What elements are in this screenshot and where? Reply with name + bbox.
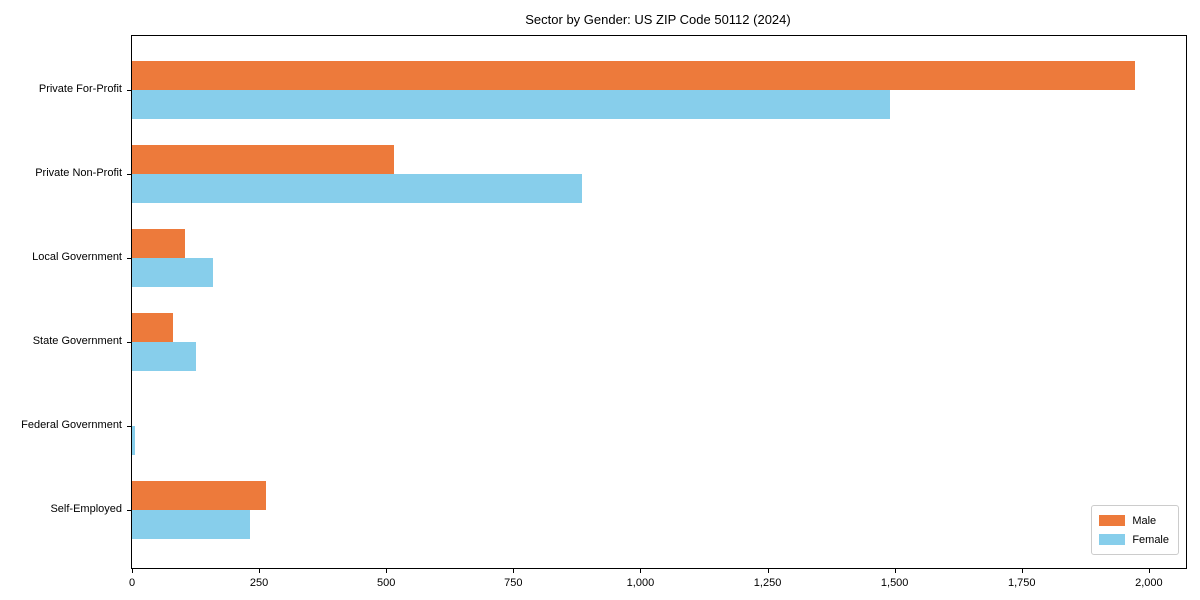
plot-area: Private For-Profit Private Non-Profit Loca… [21, 35, 1187, 589]
y-tick-label-private-non-profit: Private Non-Profit [35, 167, 122, 179]
bar-female-private-for-profit [132, 90, 890, 119]
bar-male-self-employed [132, 481, 267, 510]
legend-label-female: Female [1132, 533, 1169, 546]
x-tick-label-750: 750 [504, 577, 523, 589]
legend: Male Female [1091, 505, 1179, 555]
x-tick-label-2000: 2,000 [1135, 577, 1163, 589]
x-tick-mark [1148, 569, 1150, 573]
y-tick-mark [127, 90, 131, 91]
y-tick-mark [127, 342, 131, 343]
bar-male-state-government [132, 313, 173, 342]
bar-male-private-non-profit [132, 145, 394, 174]
legend-swatch-female [1099, 534, 1126, 545]
bar-female-self-employed [132, 510, 250, 539]
bar-female-federal-government [132, 426, 136, 455]
x-tick-label-0: 0 [128, 577, 136, 589]
y-tick-label-self-employed: Self-Employed [50, 503, 122, 515]
x-tick-mark [513, 569, 515, 573]
y-tick-mark [127, 174, 131, 175]
legend-entry-male: Male [1099, 511, 1169, 530]
bar-female-private-non-profit [132, 174, 583, 203]
bar-male-local-government [132, 229, 186, 258]
y-tick-label-state-government: State Government [32, 335, 122, 347]
x-tick-label-1000: 1,000 [626, 577, 655, 589]
x-tick-label-1500: 1,500 [880, 577, 909, 589]
legend-label-male: Male [1132, 514, 1157, 527]
x-tick-label-500: 500 [377, 577, 396, 589]
x-tick-mark [767, 569, 769, 573]
bar-male-private-for-profit [132, 61, 1136, 90]
y-tick-label-federal-government: Federal Government [21, 419, 122, 431]
chart-title: Sector by Gender: US ZIP Code 50112 (202… [525, 12, 791, 27]
y-tick-mark [127, 258, 131, 259]
bar-female-state-government [132, 342, 196, 371]
x-tick-label-1250: 1,250 [753, 577, 782, 589]
x-tick-label-250: 250 [249, 577, 269, 589]
x-tick-mark [259, 569, 261, 573]
x-tick-mark [132, 569, 133, 573]
legend-entry-female: Female [1099, 530, 1169, 549]
y-tick-mark [127, 426, 131, 427]
x-tick-mark [1021, 569, 1023, 573]
y-tick-label-local-government: Local Government [32, 251, 122, 263]
x-tick-mark [386, 569, 388, 573]
x-tick-mark [894, 569, 896, 573]
y-tick-label-private-for-profit: Private For-Profit [38, 83, 122, 95]
y-tick-mark [127, 510, 131, 511]
legend-swatch-male [1099, 515, 1126, 526]
x-tick-label-1750: 1,750 [1008, 577, 1036, 589]
x-tick-mark [640, 569, 642, 573]
bar-female-local-government [132, 258, 214, 287]
